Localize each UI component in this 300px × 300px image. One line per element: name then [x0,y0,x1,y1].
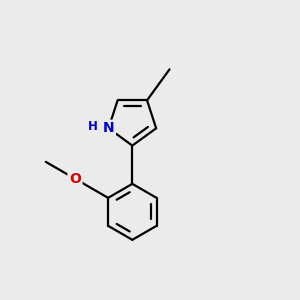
Text: O: O [69,172,81,186]
Text: H: H [87,120,97,133]
Text: N: N [103,121,114,135]
